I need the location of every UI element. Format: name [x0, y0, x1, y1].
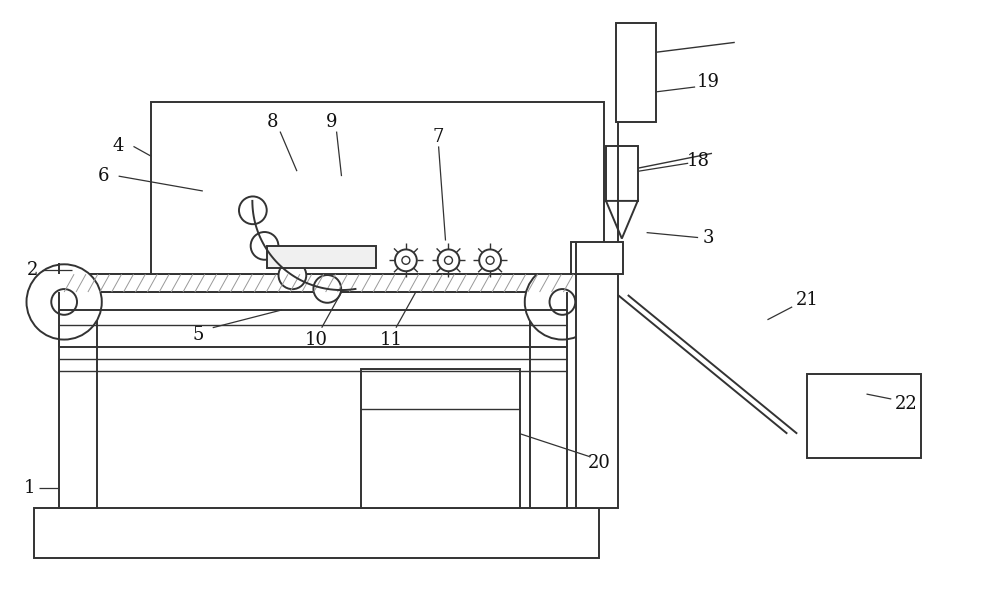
Circle shape	[445, 257, 452, 264]
Circle shape	[313, 275, 341, 303]
Bar	[530, 310, 567, 508]
Bar	[576, 274, 618, 508]
Bar	[151, 102, 604, 274]
Bar	[606, 146, 638, 201]
Circle shape	[251, 232, 278, 260]
Circle shape	[51, 289, 77, 315]
Text: 22: 22	[895, 395, 918, 413]
Bar	[616, 22, 656, 122]
Text: 7: 7	[433, 127, 444, 146]
Bar	[361, 369, 520, 508]
Text: 8: 8	[266, 113, 278, 130]
Bar	[59, 274, 567, 292]
Circle shape	[550, 289, 575, 315]
Circle shape	[402, 257, 410, 264]
Circle shape	[486, 257, 494, 264]
Bar	[571, 242, 623, 274]
Bar	[59, 310, 97, 508]
Circle shape	[525, 264, 600, 340]
Polygon shape	[606, 201, 638, 238]
Circle shape	[27, 264, 102, 340]
Text: 19: 19	[697, 73, 720, 91]
Text: 4: 4	[113, 137, 124, 155]
Circle shape	[395, 250, 417, 271]
Text: 18: 18	[687, 152, 710, 171]
Text: 11: 11	[380, 330, 403, 349]
Circle shape	[239, 196, 267, 224]
Circle shape	[279, 261, 306, 289]
Circle shape	[479, 250, 501, 271]
Text: 21: 21	[796, 291, 819, 309]
Text: 2: 2	[27, 261, 38, 279]
Circle shape	[438, 250, 459, 271]
Bar	[34, 508, 599, 558]
Text: 6: 6	[98, 167, 110, 185]
Text: 20: 20	[588, 454, 610, 473]
Text: 3: 3	[702, 228, 714, 247]
Bar	[267, 247, 376, 268]
Bar	[59, 274, 567, 292]
Text: 10: 10	[305, 330, 328, 349]
Text: 9: 9	[326, 113, 337, 130]
Text: 5: 5	[192, 326, 204, 343]
Text: 1: 1	[24, 479, 35, 497]
Bar	[807, 374, 921, 458]
